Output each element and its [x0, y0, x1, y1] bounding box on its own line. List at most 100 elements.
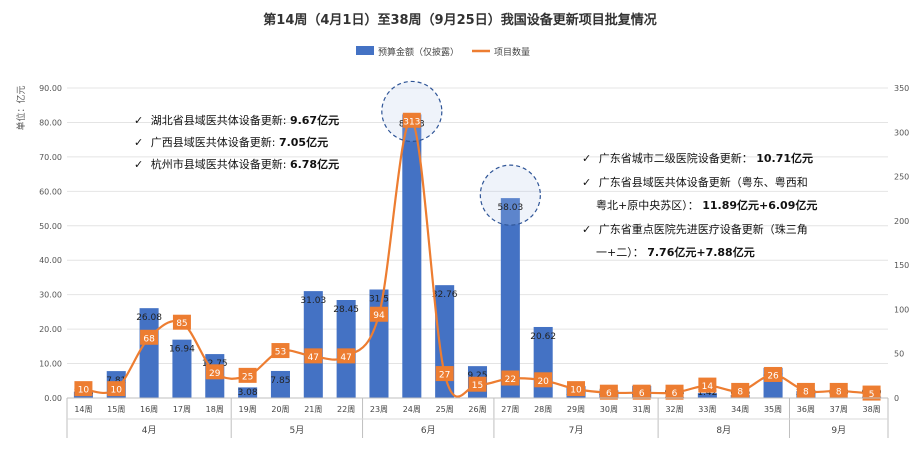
x-axis: 14周 15周 16周 17周 18周 19周 20周 21周 22周 23周 24周 25周 26周 2…: [66, 397, 889, 438]
line-value-label: 8: [803, 387, 809, 397]
check-mark: ✓: [134, 158, 143, 171]
line-value-label-box: [369, 306, 388, 322]
annotation-text: 广西县域医共体设备更新:: [151, 135, 276, 149]
line-value-label-box: [599, 384, 618, 400]
annotation-text: 广东省重点医院先进医疗设备更新（珠三角: [599, 222, 808, 236]
y-left-tick-label: 40.00: [39, 256, 62, 265]
month-label: 9月: [831, 425, 846, 436]
x-tick-label: 25周: [436, 405, 454, 414]
check-mark: ✓: [582, 152, 591, 165]
bar-value-label: 7.85: [270, 376, 290, 386]
line-value-label: 8: [737, 387, 743, 397]
month-label: 5月: [290, 425, 305, 436]
annotation-left-1: ✓ 湖北省县域医共体设备更新: 9.67亿元: [134, 113, 339, 127]
annotation-value: 11.89亿元+6.09亿元: [702, 198, 817, 212]
line-value-label-box: [468, 376, 487, 392]
line-value-label-box: [534, 372, 553, 388]
legend: 预算金额（仅披露） 项目数量: [356, 46, 530, 58]
line-value-label: 6: [639, 389, 645, 399]
line-value-label: 313: [403, 117, 420, 127]
annotation-left-3: ✓ 杭州市县域医共体设备更新: 6.78亿元: [134, 157, 339, 171]
line-value-label-box: [665, 384, 684, 400]
x-tick-label: 16周: [140, 405, 158, 414]
line-value-label-box: [107, 381, 126, 397]
y-left-tick-label: 20.00: [39, 325, 62, 334]
x-tick-label: 24周: [403, 405, 421, 414]
line-value-label-box: [862, 385, 881, 401]
y-right-tick-label: 150: [894, 261, 909, 270]
legend-bar-label: 预算金额（仅披露）: [378, 46, 459, 58]
x-tick-label: 37周: [830, 405, 848, 414]
line-value-label-box: [764, 366, 783, 382]
annotation-value: 9.67亿元: [290, 113, 339, 127]
highlight-circle: [479, 164, 541, 226]
line-value-label-box: [337, 348, 356, 364]
x-tick-label: 38周: [862, 405, 880, 414]
y-right-tick-label: 50: [894, 350, 904, 359]
x-tick-label: 28周: [534, 405, 552, 414]
annotation-right: ✓ 广东省城市二级医院设备更新： 10.71亿元 ✓ 广东省县域医共体设备更新（…: [582, 151, 817, 259]
line-value-label-box: [140, 329, 159, 345]
y-left-tick-label: 10.00: [39, 360, 62, 369]
line-value-label: 47: [308, 353, 319, 363]
line-value-label-box: [172, 314, 191, 330]
y-left-tick-label: 70.00: [39, 153, 62, 162]
line-value-label: 15: [472, 381, 483, 391]
line-value-label: 10: [111, 386, 123, 396]
line-value-label-box: [435, 366, 454, 382]
x-tick-label: 19周: [239, 405, 257, 414]
line-value-label: 5: [869, 390, 875, 400]
y-right-tick-label: 200: [894, 217, 909, 226]
bar: [172, 339, 192, 398]
y-right-tick-label: 250: [894, 173, 909, 182]
x-tick-label: 32周: [665, 405, 683, 414]
bar-value-label: 20.62: [530, 332, 556, 342]
y-left-tick-label: 0.00: [44, 394, 62, 403]
chart-title: 第14周（4月1日）至38周（9月25日）我国设备更新项目批复情况: [263, 12, 656, 28]
line-value-label: 27: [439, 371, 450, 381]
line-value-label-box: [238, 367, 257, 383]
y-axis-unit-label: 单位：亿元: [15, 85, 27, 130]
bar-value-label: 31.03: [300, 296, 326, 306]
bar: [402, 114, 422, 399]
annotation-text: 湖北省县域医共体设备更新:: [151, 113, 287, 127]
bar-value-label: 32.76: [432, 290, 458, 300]
line-value-label: 6: [672, 389, 678, 399]
bar-value-label: 1.42: [697, 388, 717, 398]
bar: [270, 370, 290, 398]
check-mark: ✓: [582, 223, 591, 236]
line-value-label-box: [567, 381, 586, 397]
x-tick-label: 23周: [370, 405, 388, 414]
bar-value-label: 26.08: [136, 313, 162, 323]
y-left-tick-label: 50.00: [39, 222, 62, 231]
highlight-circle: [381, 80, 443, 143]
line-value-label: 25: [242, 372, 253, 382]
line-value-label: 10: [78, 386, 90, 396]
line-value-label: 20: [537, 377, 549, 387]
line-value-label-box: [402, 112, 421, 128]
annotation-left-2: ✓ 广西县域医共体设备更新: 7.05亿元: [134, 135, 328, 149]
x-tick-label: 18周: [206, 405, 224, 414]
line-value-label: 8: [836, 387, 842, 397]
month-label: 7月: [569, 425, 584, 436]
y-right-tick-label: 300: [894, 128, 909, 137]
x-tick-label: 21周: [304, 405, 322, 414]
y-right-tick-label: 100: [894, 305, 909, 314]
y-axis-right: 0 50 100 150 200 250 300 350: [894, 84, 909, 403]
line-value-label-box: [632, 384, 651, 400]
highlight-circles: [381, 80, 541, 226]
bar-value-label: 12.75: [202, 359, 228, 369]
bar-value-label: 58.03: [497, 203, 523, 213]
y-right-tick-label: 350: [894, 84, 909, 93]
y-left-tick-label: 30.00: [39, 291, 62, 300]
bar-value-label: 16.94: [169, 345, 195, 355]
line-value-label: 47: [340, 353, 351, 363]
x-tick-label: 33周: [698, 405, 716, 414]
check-mark: ✓: [134, 114, 143, 127]
line-value-label: 14: [702, 382, 714, 392]
check-mark: ✓: [134, 136, 143, 149]
x-tick-label: 22周: [337, 405, 355, 414]
annotation-text: 广东省城市二级医院设备更新：: [599, 151, 753, 165]
